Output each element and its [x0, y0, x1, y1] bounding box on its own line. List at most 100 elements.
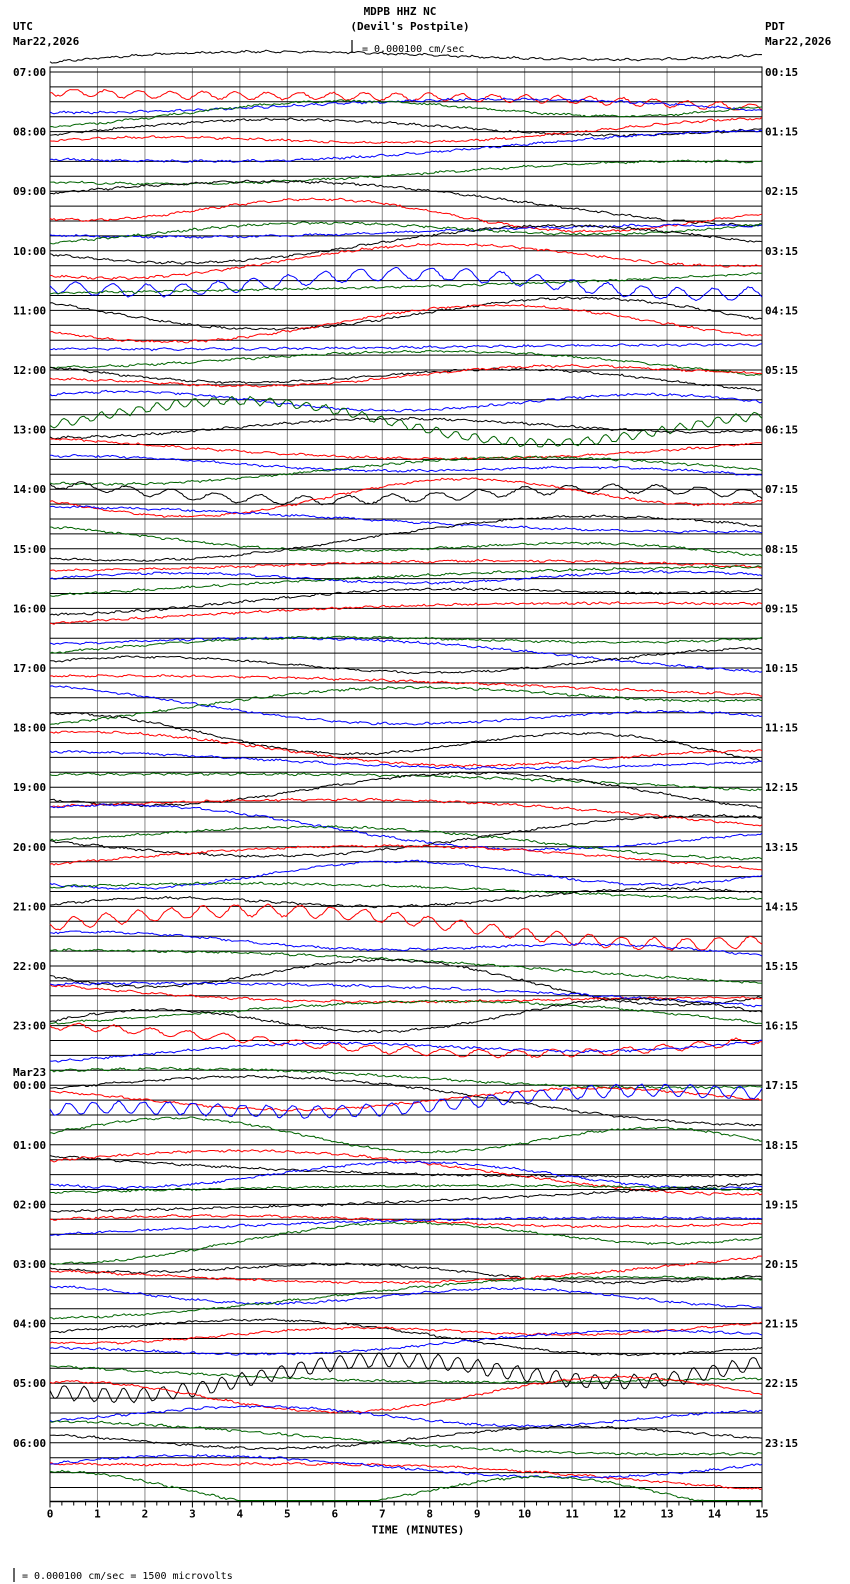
utc-hour-label: 08:00 [13, 126, 46, 139]
seismic-trace [49, 1375, 763, 1414]
seismic-trace [49, 1066, 763, 1090]
pdt-hour-label: 17:15 [765, 1079, 798, 1092]
seismic-trace [49, 477, 763, 518]
x-tick-label: 2 [142, 1508, 149, 1521]
pdt-hour-label: 18:15 [765, 1139, 798, 1152]
seismic-trace [50, 1074, 763, 1127]
seismic-trace [49, 711, 763, 762]
seismic-trace [49, 1083, 763, 1119]
utc-hour-label: 17:00 [13, 662, 46, 675]
utc-hour-label: 19:00 [13, 781, 46, 794]
seismic-trace [49, 1155, 763, 1179]
seismic-trace [49, 859, 763, 890]
seismic-trace [49, 514, 763, 562]
utc-hour-label: 11:00 [13, 304, 46, 317]
seismic-trace [49, 636, 763, 673]
pdt-hour-label: 00:15 [765, 66, 798, 79]
seismic-trace [49, 1405, 763, 1428]
seismic-trace [49, 363, 763, 388]
pdt-hour-label: 19:15 [765, 1198, 798, 1211]
x-tick-label: 10 [518, 1508, 531, 1521]
x-tick-label: 1 [94, 1508, 101, 1521]
station-location: (Devil's Postpile) [350, 20, 469, 33]
utc-hour-label: 20:00 [13, 841, 46, 854]
seismic-trace [49, 685, 763, 726]
seismic-trace [49, 558, 763, 572]
seismic-trace [50, 453, 763, 476]
seismic-trace [49, 116, 763, 144]
seismic-trace [49, 1318, 763, 1357]
seismic-trace [49, 223, 763, 239]
pdt-hour-label: 11:15 [765, 722, 798, 735]
seismic-trace [49, 395, 763, 448]
right-timezone: PDT [765, 20, 785, 33]
seismic-trace [49, 803, 763, 852]
seismic-trace [49, 1182, 763, 1213]
seismic-trace [49, 958, 763, 1007]
scale-label: = 0.000100 cm/sec [362, 44, 464, 55]
seismic-trace [49, 797, 763, 827]
x-tick-label: 0 [47, 1508, 54, 1521]
pdt-hour-label: 04:15 [765, 304, 798, 317]
seismic-trace [49, 1275, 763, 1320]
seismic-trace [49, 1262, 763, 1285]
pdt-hour-label: 10:15 [765, 662, 798, 675]
seismic-trace [49, 242, 763, 280]
pdt-hour-label: 05:15 [765, 364, 798, 377]
seismic-trace [49, 1462, 763, 1491]
utc-hour-label: 04:00 [13, 1318, 46, 1331]
seismic-trace [49, 587, 763, 616]
seismic-trace [49, 389, 763, 413]
utc-hour-label: 12:00 [13, 364, 46, 377]
left-date: Mar22,2026 [13, 35, 80, 48]
utc-hour-label: 18:00 [13, 722, 46, 735]
pdt-hour-label: 09:15 [765, 602, 798, 615]
seismic-trace [49, 366, 762, 392]
seismic-trace [49, 416, 762, 440]
x-axis-label: TIME (MINUTES) [372, 1524, 465, 1537]
utc-hour-label: 05:00 [13, 1377, 46, 1390]
seismic-trace [49, 685, 763, 725]
pdt-hour-label: 08:15 [765, 543, 798, 556]
pdt-hour-label: 14:15 [765, 900, 798, 913]
seismic-trace [49, 1213, 763, 1229]
x-tick-label: 9 [474, 1508, 481, 1521]
plot-frame [49, 66, 763, 1502]
x-tick-label: 8 [426, 1508, 433, 1521]
seismic-trace [49, 526, 763, 557]
seismic-trace [49, 844, 763, 871]
x-tick-label: 13 [660, 1508, 673, 1521]
seismic-trace [49, 1160, 763, 1191]
utc-hour-label: 21:00 [13, 900, 46, 913]
x-tick-label: 5 [284, 1508, 291, 1521]
pdt-hour-label: 16:15 [765, 1020, 798, 1033]
seismic-trace [49, 1039, 763, 1063]
seismic-trace [49, 1221, 763, 1266]
seismic-trace [49, 197, 763, 233]
pdt-hour-label: 20:15 [765, 1258, 798, 1271]
seismic-trace [49, 266, 763, 302]
seismic-trace [49, 221, 763, 245]
utc-hour-label: 15:00 [13, 543, 46, 556]
seismic-trace [49, 179, 763, 228]
seismic-trace [49, 1469, 762, 1502]
seismic-trace [49, 813, 763, 858]
seismic-trace [49, 1116, 763, 1154]
seismic-trace [49, 997, 763, 1034]
seismic-trace [49, 303, 763, 344]
seismic-trace [49, 223, 763, 265]
pdt-hour-label: 07:15 [765, 483, 798, 496]
seismic-trace [49, 750, 763, 770]
seismic-trace [49, 296, 763, 331]
seismic-trace [49, 635, 763, 654]
pdt-hour-label: 06:15 [765, 424, 798, 437]
utc-hour-label: 03:00 [13, 1258, 46, 1271]
x-tick-label: 7 [379, 1508, 386, 1521]
x-tick-label: 15 [755, 1508, 768, 1521]
seismic-trace [50, 1149, 763, 1196]
date-change-label: Mar23 [13, 1066, 46, 1079]
seismic-trace [49, 824, 763, 861]
seismic-trace [50, 930, 763, 957]
x-tick-label: 4 [237, 1508, 244, 1521]
